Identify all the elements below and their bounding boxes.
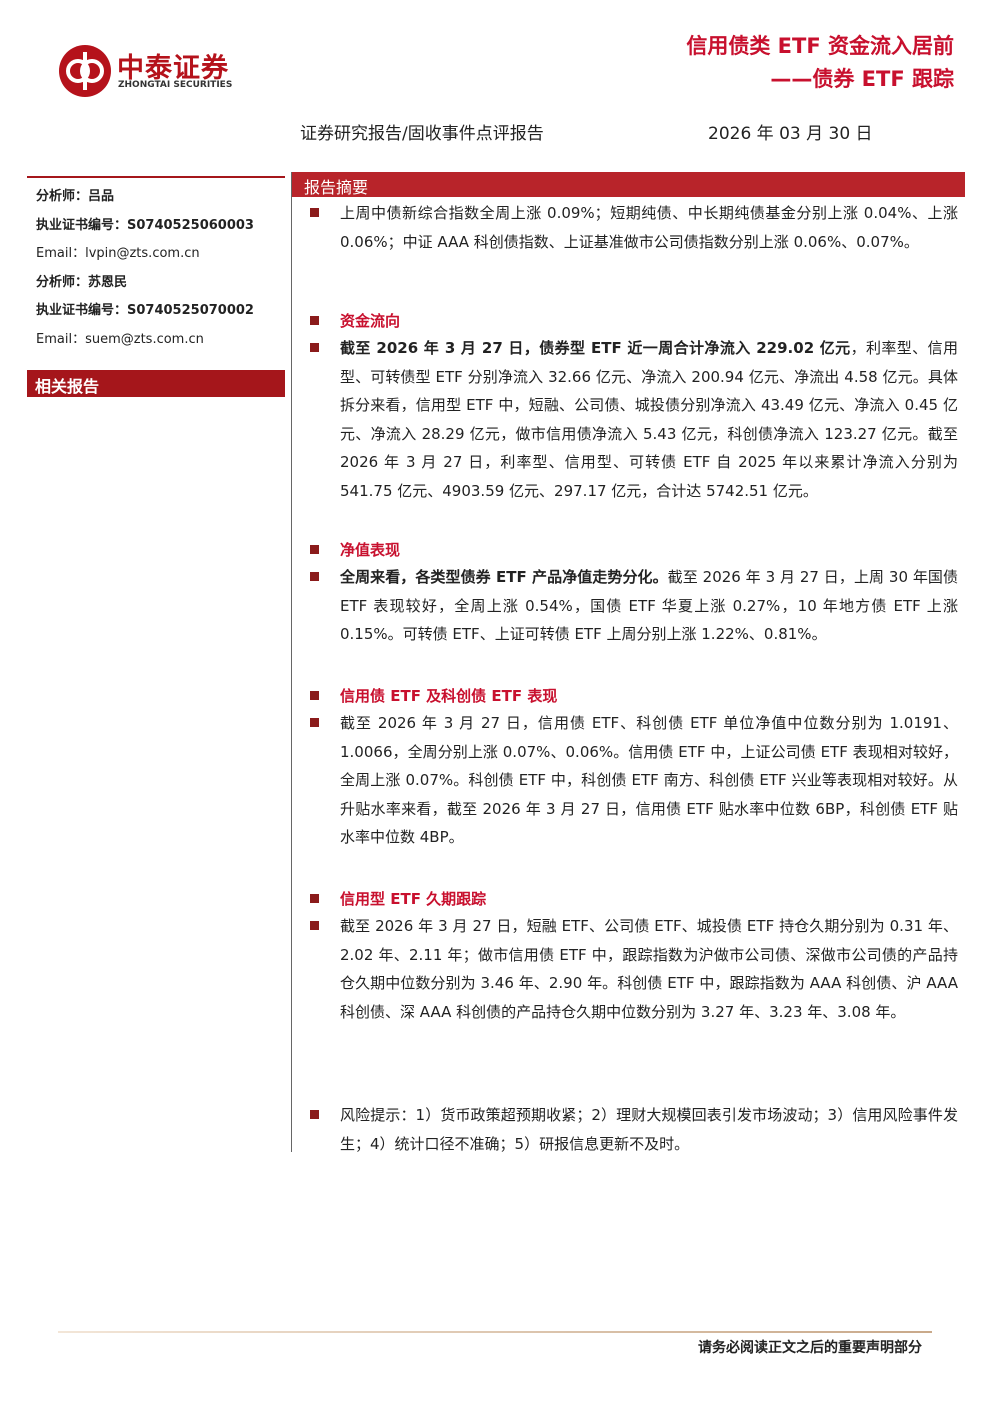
analyst-label: 执业证书编号： (36, 303, 128, 318)
paragraph-text: 截至 2026 年 3 月 27 日，上周 30 年国债 ETF 表现较好，全周… (340, 568, 958, 643)
logo-mark (59, 45, 111, 97)
logo-subtext: ZHONGTAI SECURITIES (118, 80, 233, 90)
analyst-line: 执业证书编号：S0740525060003 (36, 214, 254, 233)
section-heading: 信用债 ETF 及科创债 ETF 表现 (340, 687, 558, 705)
analyst-line: Email：suem@zts.com.cn (36, 328, 204, 347)
title: 信用债类 ETF 资金流入居前 (686, 34, 954, 58)
analyst-value: 吕品 (88, 189, 115, 204)
bullet (310, 572, 319, 581)
footer-line (58, 1331, 932, 1333)
analyst-label: Email： (36, 331, 86, 347)
analyst-label: 分析师： (36, 189, 89, 204)
bullet (310, 718, 319, 727)
date: 2026 年 03 月 30 日 (708, 124, 873, 144)
paragraph-lead: 截至 2026 年 3 月 27 日，债券型 ETF 近一周合计净流入 229.… (340, 339, 851, 357)
analyst-label: 分析师： (36, 274, 89, 290)
section-heading: 资金流向 (340, 312, 401, 330)
paragraph: 截至 2026 年 3 月 27 日，短融 ETF、公司债 ETF、城投债 ET… (340, 912, 958, 1026)
bullet-block: 截至 2026 年 3 月 27 日，短融 ETF、公司债 ETF、城投债 ET… (310, 912, 958, 1026)
bullet (310, 343, 319, 352)
paragraph: 截至 2026 年 3 月 27 日，债券型 ETF 近一周合计净流入 229.… (340, 334, 958, 505)
related-reports: 相关报告 (27, 370, 285, 397)
divider (27, 176, 285, 178)
bullet (310, 545, 319, 554)
analyst-line: Email：lvpin@zts.com.cn (36, 242, 200, 261)
analyst-value: 苏恩民 (88, 274, 128, 290)
bullet (310, 1110, 319, 1119)
analyst-line: 分析师：苏恩民 (36, 271, 127, 290)
analyst-label: 执业证书编号： (36, 217, 128, 233)
bullet (310, 208, 319, 217)
paragraph-text: 截至 2026 年 3 月 27 日，信用债 ETF、科创债 ETF 单位净值中… (340, 714, 958, 846)
analyst-label: Email： (36, 246, 86, 261)
subtitle: ——债券 ETF 跟踪 (770, 67, 954, 91)
bullet-block: 上周中债新综合指数全周上涨 0.09%；短期纯债、中长期纯债基金分别上涨 0.0… (310, 199, 958, 256)
risk-note: 风险提示：1）货币政策超预期收紧；2）理财大规模回表引发市场波动；3）信用风险事… (340, 1106, 958, 1153)
paragraph-lead: 全周来看，各类型债券 ETF 产品净值走势分化。 (340, 568, 668, 586)
paragraph: 全周来看，各类型债券 ETF 产品净值走势分化。截至 2026 年 3 月 27… (340, 563, 958, 649)
paragraph-text: 截至 2026 年 3 月 27 日，短融 ETF、公司债 ETF、城投债 ET… (340, 917, 958, 1021)
bullet (310, 921, 319, 930)
report-type: 证券研究报告/固收事件点评报告 (300, 124, 544, 144)
analyst-line: 执业证书编号：S0740525070002 (36, 299, 254, 318)
paragraph: 上周中债新综合指数全周上涨 0.09%；短期纯债、中长期纯债基金分别上涨 0.0… (340, 204, 958, 251)
bullet-block: 信用债 ETF 及科创债 ETF 表现 (310, 682, 958, 711)
bullet-block: 信用型 ETF 久期跟踪 (310, 885, 958, 914)
summary-heading: 报告摘要 (292, 172, 965, 197)
section-heading: 信用型 ETF 久期跟踪 (340, 890, 487, 908)
paragraph: 截至 2026 年 3 月 27 日，信用债 ETF、科创债 ETF 单位净值中… (340, 709, 958, 852)
footer: 请务必阅读正文之后的重要声明部分 (698, 1340, 922, 1356)
bullet (310, 894, 319, 903)
analyst-line: 分析师：吕品 (36, 185, 114, 204)
bullet-block: 截至 2026 年 3 月 27 日，信用债 ETF、科创债 ETF 单位净值中… (310, 709, 958, 852)
bullet-block: 净值表现 (310, 536, 958, 565)
analyst-value: S0740525060003 (127, 217, 254, 233)
bullet-block: 截至 2026 年 3 月 27 日，债券型 ETF 近一周合计净流入 229.… (310, 334, 958, 505)
section-heading: 净值表现 (340, 541, 401, 559)
analyst-value: S0740525070002 (127, 303, 254, 318)
divider (291, 172, 292, 1152)
bullet (310, 691, 319, 700)
paragraph-text: ，利率型、信用型、可转债型 ETF 分别净流入 32.66 亿元、净流入 200… (340, 339, 958, 500)
analyst-value: lvpin@zts.com.cn (85, 246, 200, 261)
bullet-block: 全周来看，各类型债券 ETF 产品净值走势分化。截至 2026 年 3 月 27… (310, 563, 958, 649)
bullet (310, 316, 319, 325)
bullet-block: 资金流向 (310, 307, 958, 336)
bullet-block: 风险提示：1）货币政策超预期收紧；2）理财大规模回表引发市场波动；3）信用风险事… (310, 1101, 958, 1158)
logo-text: 中泰证券 (117, 53, 229, 84)
analyst-value: suem@zts.com.cn (85, 331, 204, 347)
